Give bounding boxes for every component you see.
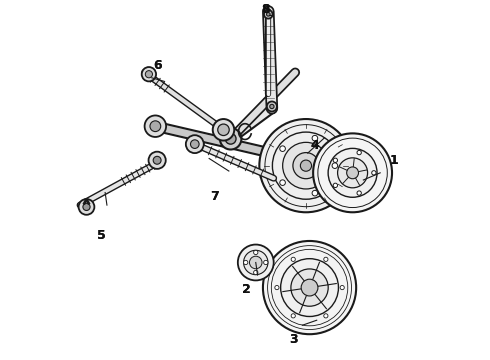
Text: 2: 2 xyxy=(243,283,251,296)
Circle shape xyxy=(244,250,268,275)
Circle shape xyxy=(357,191,361,195)
Text: 5: 5 xyxy=(97,229,106,242)
Circle shape xyxy=(346,167,359,179)
Circle shape xyxy=(270,104,274,109)
Circle shape xyxy=(338,158,368,188)
Circle shape xyxy=(324,314,328,318)
Circle shape xyxy=(249,256,262,269)
Circle shape xyxy=(142,67,156,81)
Circle shape xyxy=(238,244,274,280)
Circle shape xyxy=(225,134,236,144)
Circle shape xyxy=(191,140,199,148)
Circle shape xyxy=(268,246,351,329)
Text: 8: 8 xyxy=(262,3,270,16)
Circle shape xyxy=(267,102,277,112)
Circle shape xyxy=(145,116,166,137)
Circle shape xyxy=(148,152,166,169)
Circle shape xyxy=(291,269,328,306)
Circle shape xyxy=(259,119,353,212)
Text: 6: 6 xyxy=(153,59,161,72)
Circle shape xyxy=(244,260,248,265)
Circle shape xyxy=(291,314,295,318)
Circle shape xyxy=(357,150,361,155)
Text: 3: 3 xyxy=(289,333,298,346)
Circle shape xyxy=(150,121,161,132)
Circle shape xyxy=(265,125,347,207)
Circle shape xyxy=(280,180,285,185)
Circle shape xyxy=(153,156,161,164)
Text: 7: 7 xyxy=(210,190,219,203)
Circle shape xyxy=(333,158,338,162)
Circle shape xyxy=(254,250,258,255)
Circle shape xyxy=(220,128,242,149)
Text: 3: 3 xyxy=(289,333,298,346)
Circle shape xyxy=(333,183,338,188)
Circle shape xyxy=(293,153,319,179)
Text: 6: 6 xyxy=(153,59,161,72)
Text: 4: 4 xyxy=(311,139,319,152)
Circle shape xyxy=(186,135,204,153)
Circle shape xyxy=(312,190,318,196)
Circle shape xyxy=(271,249,348,326)
Circle shape xyxy=(324,257,328,261)
Text: 4: 4 xyxy=(311,139,319,152)
Circle shape xyxy=(291,257,295,261)
Circle shape xyxy=(275,285,279,290)
Circle shape xyxy=(78,199,95,215)
Circle shape xyxy=(301,279,318,296)
Text: 1: 1 xyxy=(390,154,398,167)
Text: 1: 1 xyxy=(390,154,398,167)
Circle shape xyxy=(146,71,152,78)
Text: 2: 2 xyxy=(243,283,251,296)
Text: 7: 7 xyxy=(210,190,219,203)
Circle shape xyxy=(318,138,387,208)
Circle shape xyxy=(281,259,339,316)
Circle shape xyxy=(283,142,329,189)
Circle shape xyxy=(267,13,270,16)
Circle shape xyxy=(264,10,272,19)
Circle shape xyxy=(300,160,312,171)
Circle shape xyxy=(218,124,229,135)
Circle shape xyxy=(272,132,340,199)
Circle shape xyxy=(254,270,258,275)
Circle shape xyxy=(328,148,377,197)
Circle shape xyxy=(372,171,376,175)
Circle shape xyxy=(264,260,268,265)
Circle shape xyxy=(313,134,392,212)
Circle shape xyxy=(213,119,234,140)
Circle shape xyxy=(332,163,338,168)
Circle shape xyxy=(263,241,356,334)
Circle shape xyxy=(280,146,285,152)
Circle shape xyxy=(312,135,318,141)
Circle shape xyxy=(340,285,344,290)
Text: 8: 8 xyxy=(262,3,270,16)
Text: 5: 5 xyxy=(97,229,106,242)
Circle shape xyxy=(83,203,90,211)
